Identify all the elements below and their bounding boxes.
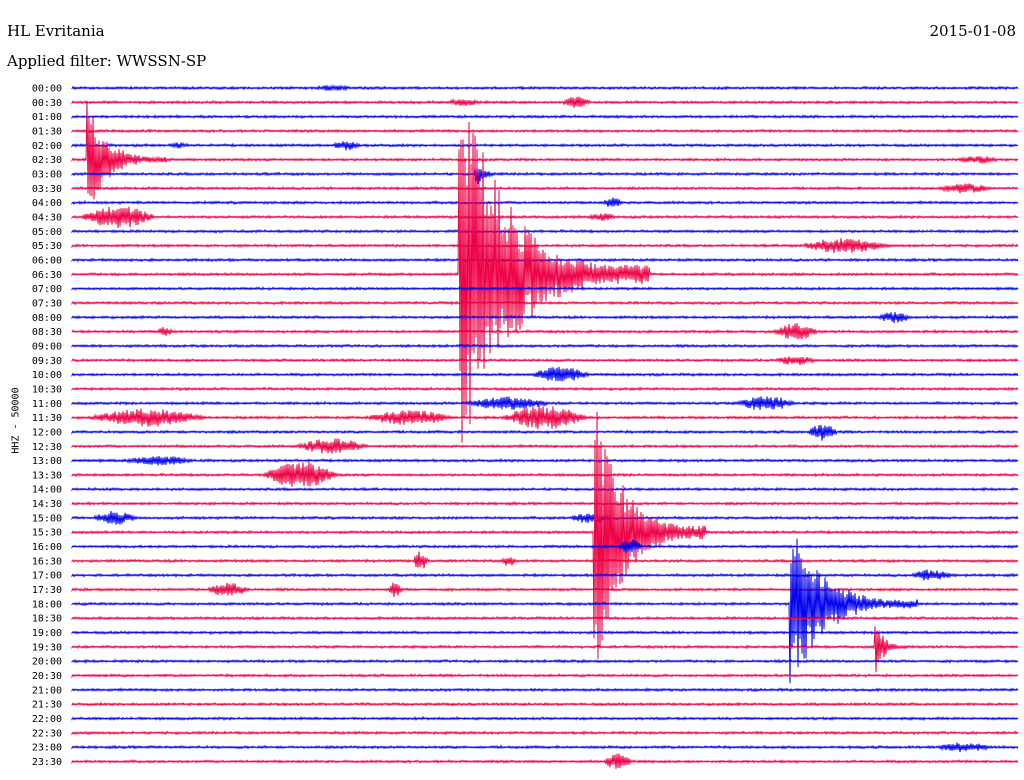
row-time-label: 00:30 — [32, 98, 62, 109]
row-time-label: 18:30 — [32, 614, 62, 625]
trace-row-17:00 — [71, 569, 1019, 581]
trace-row-10:30 — [71, 386, 1019, 392]
row-time-label: 03:30 — [32, 184, 62, 195]
row-time-label: 19:00 — [32, 628, 62, 639]
row-time-label: 15:30 — [32, 528, 62, 539]
row-time-label: 04:00 — [32, 198, 62, 209]
trace-row-07:30 — [71, 300, 1019, 306]
row-time-label: 02:30 — [32, 155, 62, 166]
trace-row-20:30 — [71, 672, 1019, 679]
trace-row-23:30 — [71, 753, 1019, 769]
trace-row-18:30 — [71, 615, 1019, 621]
trace-row-06:30 — [71, 121, 1019, 443]
row-time-label: 20:30 — [32, 671, 62, 682]
row-time-label: 22:00 — [32, 714, 62, 725]
row-time-label: 14:30 — [32, 499, 62, 510]
row-time-label: 19:30 — [32, 642, 62, 653]
row-time-label: 22:30 — [32, 728, 62, 739]
trace-row-13:00 — [71, 456, 1019, 466]
row-time-label: 15:00 — [32, 513, 62, 524]
row-time-label: 04:30 — [32, 212, 62, 223]
row-time-label: 00:00 — [32, 84, 62, 95]
row-time-label: 20:00 — [32, 657, 62, 668]
row-time-label: 10:00 — [32, 370, 62, 381]
trace-row-05:30 — [71, 237, 1019, 254]
station-title: HL Evritania — [7, 22, 105, 40]
trace-row-22:30 — [71, 730, 1019, 736]
row-time-label: 23:00 — [32, 743, 62, 754]
trace-row-03:00 — [71, 167, 1019, 184]
row-time-label: 13:00 — [32, 456, 62, 467]
trace-row-11:30 — [71, 405, 1019, 430]
trace-row-22:00 — [71, 715, 1019, 722]
trace-row-01:30 — [71, 128, 1019, 134]
row-time-label: 18:00 — [32, 599, 62, 610]
trace-row-12:00 — [71, 424, 1019, 441]
trace-row-16:00 — [71, 539, 1019, 554]
row-time-label: 02:00 — [32, 141, 62, 152]
row-time-label: 09:00 — [32, 341, 62, 352]
trace-row-21:30 — [71, 701, 1019, 707]
trace-row-15:00 — [71, 511, 1019, 525]
row-time-label: 09:30 — [32, 356, 62, 367]
row-time-label: 12:00 — [32, 427, 62, 438]
row-time-label: 11:00 — [32, 399, 62, 410]
trace-row-03:30 — [71, 183, 1019, 194]
row-time-label: 12:30 — [32, 442, 62, 453]
trace-row-14:00 — [71, 486, 1019, 492]
filter-label: Applied filter: WWSSN-SP — [7, 52, 207, 70]
trace-row-08:30 — [71, 323, 1019, 340]
row-time-label: 05:00 — [32, 227, 62, 238]
row-time-label: 13:30 — [32, 470, 62, 481]
row-time-label: 01:00 — [32, 112, 62, 123]
trace-row-04:30 — [71, 206, 1019, 229]
trace-row-14:30 — [71, 500, 1019, 507]
row-time-label: 23:30 — [32, 757, 62, 768]
trace-row-04:00 — [71, 197, 1019, 207]
row-time-label: 17:30 — [32, 585, 62, 596]
trace-row-19:30 — [71, 626, 1019, 673]
row-time-label: 16:00 — [32, 542, 62, 553]
row-time-label: 17:00 — [32, 571, 62, 582]
row-time-label: 06:00 — [32, 255, 62, 266]
trace-row-09:00 — [71, 343, 1019, 349]
row-time-label: 14:00 — [32, 485, 62, 496]
row-time-label: 08:30 — [32, 327, 62, 338]
trace-row-12:30 — [71, 438, 1019, 454]
row-time-label: 06:30 — [32, 270, 62, 281]
trace-row-05:00 — [71, 228, 1019, 234]
row-time-label: 03:00 — [32, 169, 62, 180]
trace-row-02:30 — [71, 100, 1019, 200]
row-time-label: 10:30 — [32, 384, 62, 395]
trace-row-11:00 — [71, 396, 1019, 411]
row-time-label: 07:30 — [32, 298, 62, 309]
row-time-label: 01:30 — [32, 126, 62, 137]
row-time-label: 07:00 — [32, 284, 62, 295]
row-time-label: 05:30 — [32, 241, 62, 252]
trace-row-21:00 — [71, 687, 1019, 693]
trace-row-13:30 — [71, 461, 1019, 487]
row-time-label: 08:00 — [32, 313, 62, 324]
record-date: 2015-01-08 — [929, 22, 1016, 40]
trace-row-20:00 — [71, 658, 1019, 664]
row-time-label: 21:30 — [32, 700, 62, 711]
trace-row-08:00 — [71, 312, 1019, 324]
trace-row-02:00 — [71, 141, 1019, 151]
trace-row-16:30 — [71, 551, 1019, 569]
trace-row-17:30 — [71, 582, 1019, 598]
row-time-label: 16:30 — [32, 556, 62, 567]
trace-row-07:00 — [71, 286, 1019, 292]
trace-row-18:00 — [71, 538, 1019, 684]
trace-row-15:30 — [71, 411, 1019, 659]
trace-row-10:00 — [71, 366, 1019, 382]
trace-row-00:00 — [71, 84, 1019, 92]
trace-row-01:00 — [71, 114, 1019, 120]
trace-row-19:00 — [71, 629, 1019, 636]
row-time-label: 21:00 — [32, 685, 62, 696]
trace-row-23:00 — [71, 742, 1019, 753]
trace-row-00:30 — [71, 96, 1019, 108]
row-time-label: 11:30 — [32, 413, 62, 424]
trace-row-09:30 — [71, 356, 1019, 366]
